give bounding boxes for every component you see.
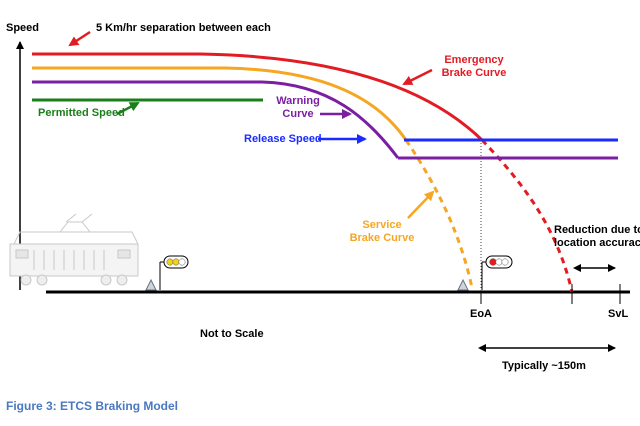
separation-note: 5 Km/hr separation between each — [96, 22, 271, 34]
emergency-brake-curve-dashed — [480, 138, 574, 293]
speed-axis-label: Speed — [6, 22, 40, 34]
balise-1 — [145, 278, 157, 291]
svl-label: SvL — [608, 308, 629, 320]
eoa-label: EoA — [470, 308, 492, 320]
service-brake-curve — [32, 66, 408, 141]
permitted-speed-label: Permitted Speed — [38, 107, 125, 119]
figure-caption: Figure 3: ETCS Braking Model — [6, 399, 179, 413]
emergency-brake-curve-label: Emergency Brake Curve — [441, 54, 507, 79]
train-illustration — [9, 213, 139, 286]
reduction-note: Reduction due to location accuracy — [554, 224, 640, 249]
signal-1-icon — [159, 255, 189, 290]
service-label-arrow — [407, 190, 435, 219]
signal-2-icon — [481, 255, 513, 290]
release-speed-label: Release Speed — [244, 133, 322, 145]
separation-arrow — [68, 30, 91, 47]
scale-note: Not to Scale — [200, 328, 264, 340]
service-brake-curve-dashed — [404, 139, 474, 289]
emergency-label-arrow — [402, 68, 433, 86]
warning-curve — [32, 80, 400, 159]
distance-note: Typically ~150m — [502, 360, 586, 372]
emergency-brake-curve — [32, 52, 484, 142]
service-brake-curve-label: Service Brake Curve — [349, 219, 415, 244]
warning-curve-label: Warning Curve — [276, 95, 320, 120]
permitted-label-arrow — [116, 101, 140, 116]
balise-2 — [457, 278, 469, 291]
